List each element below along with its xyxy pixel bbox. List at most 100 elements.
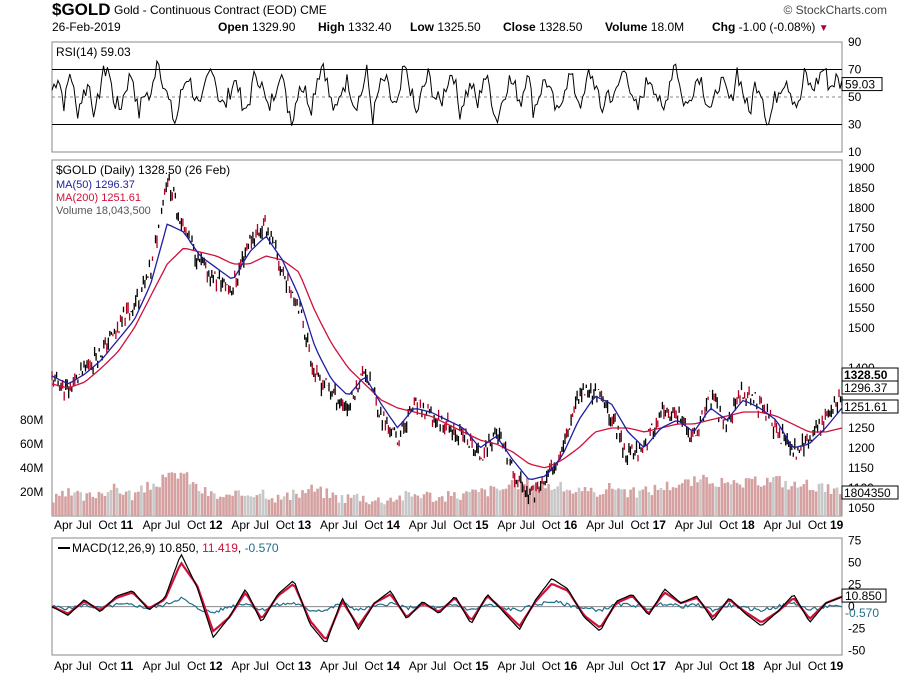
volume-bar <box>702 474 705 516</box>
volume-bar <box>620 489 623 516</box>
x-axis-tick-label: 17 <box>653 518 667 532</box>
volume-bar <box>820 483 824 516</box>
volume-bar <box>787 489 790 516</box>
volume-bar <box>741 487 745 516</box>
x-axis-tick-label: Oct <box>187 659 206 673</box>
x-axis-tick-label: Oct <box>630 518 649 532</box>
volume-bar <box>109 489 113 516</box>
volume-bar <box>823 491 827 516</box>
volume-bar <box>516 489 520 516</box>
price-bars <box>51 173 843 505</box>
ma50-value-box-label: 1296.37 <box>844 381 888 395</box>
volume-bar <box>79 492 82 516</box>
brand-link[interactable]: © StockCharts.com <box>783 3 887 17</box>
volume-bar <box>298 497 301 516</box>
volume-bar <box>234 490 237 516</box>
x-axis-tick-label: Jul <box>608 518 623 532</box>
ma50-legend: MA(50) 1296.37 <box>56 179 135 191</box>
volume-bar <box>416 495 420 516</box>
volume-bar <box>395 499 398 516</box>
volume-bar <box>541 481 544 516</box>
volume-bar <box>322 498 325 516</box>
macd-legend-separator: , <box>238 541 245 555</box>
volume-bar <box>793 481 796 516</box>
volume-bar <box>200 493 204 516</box>
low-quote: Low 1325.50 <box>410 20 481 34</box>
x-axis-tick-label: Apr <box>675 659 694 673</box>
volume-bar <box>398 495 401 516</box>
volume-bar <box>769 482 772 516</box>
macd-line <box>51 553 843 643</box>
x-axis-tick-label: Jul <box>431 659 446 673</box>
volume-bar <box>194 483 198 516</box>
volume-bar <box>608 483 611 516</box>
x-axis-tick-label: 13 <box>298 659 312 673</box>
close-quote: Close 1328.50 <box>503 20 582 34</box>
volume-bar <box>513 479 517 516</box>
volume-bar <box>64 496 67 516</box>
volume-bar <box>574 492 578 516</box>
volume-bar <box>747 478 751 516</box>
volume-bar <box>492 486 496 516</box>
volume-bar <box>465 491 468 516</box>
macd-tick-label: 0 <box>848 600 855 614</box>
x-axis-tick-label: Apr <box>763 659 782 673</box>
change-value: -1.00 (-0.08%) <box>738 20 816 34</box>
volume-label: Volume <box>605 20 648 34</box>
volume-bar <box>124 491 128 516</box>
x-axis-tick-label: 11 <box>121 659 134 673</box>
macd-legend-title: MACD(12,26,9) 10.850, <box>72 541 202 555</box>
x-axis-tick-label: 14 <box>387 518 401 532</box>
volume-bar <box>617 488 620 516</box>
volume-bar <box>276 494 280 516</box>
volume-bar <box>723 483 727 516</box>
price-tick-label: 1050 <box>848 501 875 515</box>
volume-bar <box>671 487 675 516</box>
price-tick-label: 1600 <box>848 281 875 295</box>
volume-bar <box>720 477 724 516</box>
volume-bar <box>486 496 490 516</box>
volume-bar <box>167 472 171 516</box>
volume-bar <box>301 490 304 516</box>
x-axis-tick-label: Oct <box>98 659 117 673</box>
macd-last-value-label: 10.850 <box>845 589 882 603</box>
volume-bar <box>568 490 572 516</box>
open-value: 1329.90 <box>252 20 296 34</box>
volume-bar <box>222 497 225 516</box>
volume-bar <box>668 490 672 516</box>
volume-bar <box>140 485 143 516</box>
volume-bar <box>261 489 265 516</box>
volume-bar <box>76 490 79 516</box>
volume-bar <box>738 484 742 516</box>
price-tick-label: 1200 <box>848 441 875 455</box>
x-axis-tick-label: Apr <box>586 518 605 532</box>
volume-bar <box>118 493 122 516</box>
volume-bar <box>149 489 152 516</box>
x-axis-tick-label: Oct <box>719 518 738 532</box>
volume-bar <box>693 476 696 516</box>
volume-bar <box>510 480 514 516</box>
volume-bar <box>437 497 441 516</box>
chart-date: 26-Feb-2019 <box>52 20 121 34</box>
volume-bar <box>179 472 183 516</box>
volume-bar <box>453 492 456 516</box>
volume-bar <box>598 494 602 516</box>
rsi-panel-frame <box>51 41 843 153</box>
volume-bar <box>501 489 505 516</box>
volume-bar <box>213 493 216 516</box>
volume-bar <box>553 488 556 516</box>
x-axis-tick-label: Apr <box>763 518 782 532</box>
rsi-tick-label: 90 <box>848 35 862 49</box>
volume-bars <box>52 472 842 516</box>
volume-bar <box>744 478 748 516</box>
x-axis-tick-label: Apr <box>320 518 339 532</box>
low-label: Low <box>410 20 434 34</box>
volume-bar <box>626 497 629 516</box>
volume-bar <box>361 495 365 516</box>
rsi-last-value-box <box>841 77 883 92</box>
price-tick-label: 1800 <box>848 201 875 215</box>
price-tick-label: 1850 <box>848 181 875 195</box>
x-axis-tick-label: Jul <box>76 518 91 532</box>
volume-bar <box>282 496 286 516</box>
